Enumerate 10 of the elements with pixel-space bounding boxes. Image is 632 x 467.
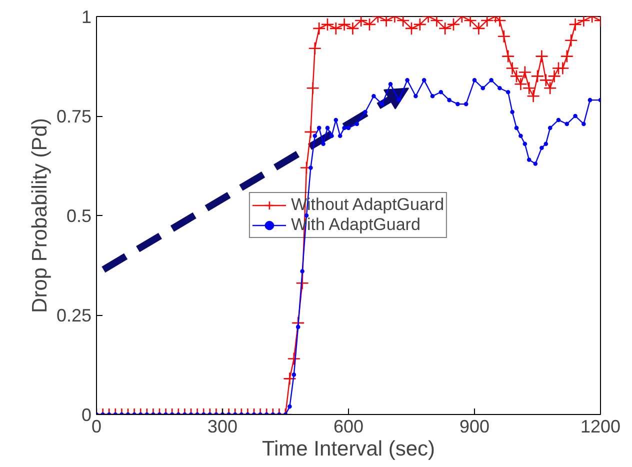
y-tick-label: 0.25 xyxy=(56,306,92,326)
x-tick-label: 900 xyxy=(459,416,490,436)
x-tick-label: 300 xyxy=(207,416,238,436)
y-tick-label: 0.75 xyxy=(56,106,92,126)
x-axis-title: Time Interval (sec) xyxy=(262,438,436,460)
x-tick-label: 600 xyxy=(333,416,364,436)
y-tick-label: 1 xyxy=(81,7,92,27)
y-tick-label: 0.5 xyxy=(66,206,92,226)
y-axis-title: Drop Probability (Pd) xyxy=(28,118,52,313)
x-tick-label: 1200 xyxy=(580,416,621,436)
